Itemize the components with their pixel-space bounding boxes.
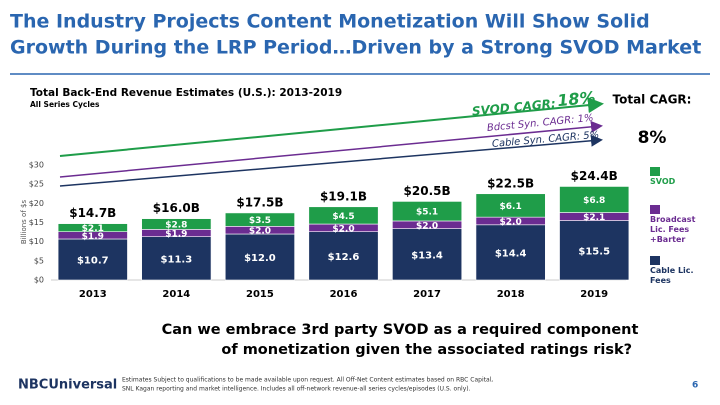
data-label: $6.1: [500, 202, 522, 212]
x-tick-label: 2015: [246, 289, 274, 300]
bar-segment: [475, 193, 546, 218]
data-label: $11.3: [161, 254, 193, 265]
chart-subtitle: All Series Cycles: [30, 100, 100, 109]
data-label: $12.0: [244, 253, 276, 264]
annotation: 8%: [638, 128, 667, 148]
bar-segment: [559, 186, 630, 213]
bar-segment: [392, 201, 463, 222]
data-label: $14.4: [495, 248, 527, 259]
legend-swatch: [650, 205, 660, 214]
bar-segment: [141, 218, 212, 230]
x-tick-label: 2017: [413, 289, 441, 300]
legend-swatch: [650, 167, 660, 176]
question: Can we embrace 3rd party SVOD as a requi…: [162, 322, 639, 338]
x-tick-label: 2018: [497, 289, 525, 300]
total-label: $20.5B: [404, 184, 451, 198]
data-label: $5.1: [416, 208, 438, 218]
annotation: Cable Syn. CAGR: 5%: [492, 130, 600, 150]
logo: NBCUniversal: [18, 378, 117, 393]
annotation: SVOD CAGR:: [471, 96, 556, 118]
annotation: Total CAGR:: [613, 93, 692, 107]
y-tick-label: $30: [29, 161, 44, 170]
bar-segment: [224, 233, 295, 281]
data-label: $2.0: [332, 224, 354, 234]
data-label: $6.8: [583, 196, 605, 206]
x-tick-label: 2014: [162, 289, 190, 300]
bar-segment: [392, 228, 463, 281]
legend-swatch: [650, 256, 660, 265]
bar-segment: [224, 212, 295, 227]
bar-segment: [308, 206, 379, 225]
y-tick-label: $20: [29, 199, 44, 208]
data-label: $2.1: [82, 224, 104, 234]
y-tick-label: $0: [34, 276, 44, 285]
bar-segment: [559, 220, 630, 281]
data-label: $2.8: [165, 221, 187, 231]
data-label: $2.0: [416, 221, 438, 231]
bar-segment: [308, 231, 379, 281]
total-label: $14.7B: [69, 206, 116, 220]
data-label: $2.0: [500, 217, 522, 227]
total-label: $17.5B: [236, 195, 283, 209]
legend-label: Broadcast Lic. Fees +Barter: [650, 215, 696, 244]
footnote: SNL Kagan reporting and market intellige…: [122, 386, 471, 393]
total-label: $24.4B: [571, 169, 618, 183]
data-label: $12.6: [328, 252, 360, 263]
bar-segment: [57, 223, 128, 232]
question: of monetization given the associated rat…: [221, 342, 632, 358]
chart-title: Total Back-End Revenue Estimates (U.S.):…: [30, 87, 342, 99]
bar-segment: [475, 224, 546, 281]
bar-segment: [57, 238, 128, 281]
footnote: Estimates Subject to qualifications to b…: [122, 377, 493, 384]
page-number: 6: [692, 381, 698, 391]
data-label: $2.0: [249, 227, 271, 237]
data-label: $10.7: [77, 255, 109, 266]
x-tick-label: 2016: [330, 289, 358, 300]
data-label: $1.9: [165, 230, 187, 240]
legend-label: Cable Lic. Fees: [650, 266, 694, 285]
slide-title: Growth During the LRP Period…Driven by a…: [10, 37, 701, 59]
y-tick-label: $15: [29, 218, 44, 227]
total-label: $16.0B: [153, 201, 200, 215]
cagr-arrow: [59, 120, 603, 178]
x-tick-label: 2019: [580, 289, 608, 300]
cagr-arrow: [59, 97, 604, 157]
total-label: $19.1B: [320, 189, 367, 203]
y-tick-label: $5: [34, 256, 44, 265]
data-label: $2.1: [583, 213, 605, 223]
data-label: $13.4: [411, 250, 443, 261]
data-label: $1.9: [82, 232, 104, 242]
total-label: $22.5B: [487, 176, 534, 190]
data-label: $3.5: [249, 216, 271, 226]
y-tick-label: $25: [29, 180, 44, 189]
y-axis-label: Billions of $s: [20, 200, 28, 245]
cagr-arrow: [59, 134, 603, 187]
annotation: 18%: [556, 88, 596, 111]
data-label: $15.5: [578, 246, 610, 257]
slide-title: The Industry Projects Content Monetizati…: [10, 11, 650, 33]
x-tick-label: 2013: [79, 289, 107, 300]
legend-label: SVOD: [650, 177, 676, 186]
y-tick-label: $10: [29, 237, 44, 246]
data-label: $4.5: [332, 212, 354, 222]
